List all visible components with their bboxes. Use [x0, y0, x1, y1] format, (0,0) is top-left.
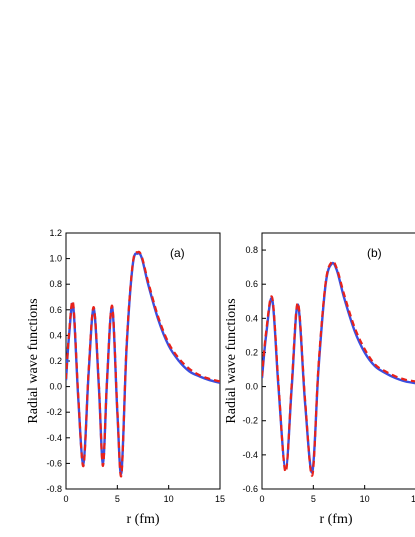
- y-tick-label: 0.0: [49, 382, 62, 392]
- y-tick-label: -0.4: [46, 433, 62, 443]
- y-tick-label: -0.6: [242, 484, 258, 494]
- y-axis-title-b: Radial wave functions: [224, 298, 239, 423]
- plot-frame-b: [261, 232, 415, 490]
- dashed-series-line: [262, 260, 415, 477]
- y-ticks-a: -0.8 -0.6 -0.4 -0.2 0.0 0.2 0.4 0.6 0.8 1.0 1.2: [46, 228, 70, 494]
- y-tick-label: 0.0: [245, 382, 258, 392]
- dashed-series-line: [66, 250, 220, 478]
- x-tick-label: 5: [311, 494, 316, 504]
- x-tick-label: 15: [411, 494, 415, 504]
- y-tick-label: -0.2: [46, 407, 62, 417]
- y-tick-label: -0.6: [46, 458, 62, 468]
- y-tick-label: 0.4: [49, 330, 62, 340]
- solid-series-line: [66, 251, 220, 476]
- y-tick-label: -0.4: [242, 450, 258, 460]
- y-tick-label: 0.6: [245, 279, 258, 289]
- y-tick-label: 0.4: [245, 313, 258, 323]
- y-ticks-b: -0.6 -0.4 -0.2 0.0 0.2 0.4 0.6 0.8: [242, 245, 266, 494]
- y-tick-label: 1.0: [49, 254, 62, 264]
- solid-series-line: [262, 261, 415, 474]
- y-tick-label: 0.2: [245, 347, 258, 357]
- y-tick-label: -0.8: [46, 484, 62, 494]
- y-tick-label: 0.8: [245, 245, 258, 255]
- y-tick-label: 1.2: [49, 228, 62, 238]
- panel-b: -0.6 -0.4 -0.2 0.0 0.2 0.4 0.6 0.8 0 5 10 15 (b) r…: [224, 232, 415, 527]
- x-axis-title-b: r (fm): [319, 512, 352, 527]
- x-tick-label: 0: [63, 494, 68, 504]
- panel-label-b: (b): [367, 246, 382, 260]
- y-tick-label: 0.2: [49, 356, 62, 366]
- y-tick-label: 0.6: [49, 305, 62, 315]
- x-tick-label: 5: [115, 494, 120, 504]
- x-tick-label: 10: [360, 494, 370, 504]
- x-ticks-b: 0 5 10 15: [259, 485, 415, 504]
- series-group-a: [66, 250, 220, 478]
- x-tick-label: 0: [259, 494, 264, 504]
- x-tick-label: 15: [215, 494, 225, 504]
- y-tick-label: -0.2: [242, 416, 258, 426]
- x-ticks-a: 0 5 10 15: [63, 485, 225, 504]
- x-axis-title-a: r (fm): [126, 512, 159, 527]
- series-group-b: [262, 260, 415, 477]
- panel-label-a: (a): [170, 246, 185, 260]
- y-tick-label: 0.8: [49, 279, 62, 289]
- x-tick-label: 10: [164, 494, 174, 504]
- y-axis-title-a: Radial wave functions: [26, 298, 41, 423]
- panel-a: -0.8 -0.6 -0.4 -0.2 0.0 0.2 0.4 0.6 0.8 1.0 1.2 0 5…: [26, 228, 225, 527]
